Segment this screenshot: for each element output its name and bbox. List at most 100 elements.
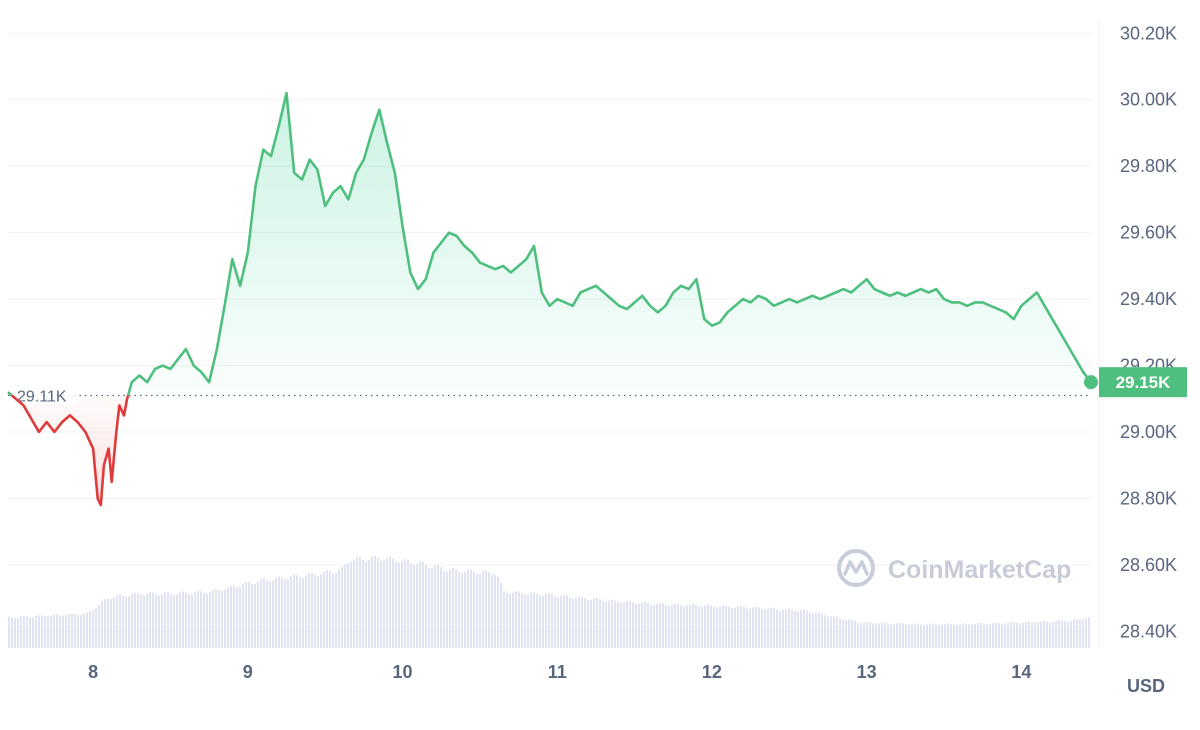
volume-bar: [404, 558, 406, 648]
volume-bar: [1016, 623, 1018, 648]
y-tick-label: 30.20K: [1120, 23, 1177, 43]
volume-bar: [845, 620, 847, 648]
volume-bar: [908, 624, 910, 648]
volume-bar: [638, 603, 640, 648]
volume-bar: [455, 568, 457, 648]
volume-bar: [917, 623, 919, 648]
volume-bar: [431, 567, 433, 648]
volume-bar: [1019, 623, 1021, 648]
volume-bar: [254, 584, 256, 648]
volume-bar: [299, 577, 301, 648]
volume-bar: [953, 624, 955, 648]
volume-bar: [161, 594, 163, 648]
y-tick-label: 29.00K: [1120, 422, 1177, 442]
volume-bar: [875, 623, 877, 648]
volume-bar: [11, 617, 13, 648]
volume-bar: [506, 593, 508, 648]
volume-bar: [323, 571, 325, 648]
volume-bar: [842, 619, 844, 648]
volume-bar: [83, 613, 85, 648]
volume-bar: [743, 607, 745, 648]
volume-bar: [107, 598, 109, 648]
volume-bar: [824, 615, 826, 648]
volume-bar: [959, 624, 961, 648]
volume-bar: [500, 582, 502, 648]
volume-bar: [1028, 621, 1030, 648]
volume-bar: [965, 623, 967, 648]
volume-bar: [1037, 622, 1039, 648]
volume-bar: [56, 614, 58, 648]
volume-bar: [602, 601, 604, 648]
volume-bar: [989, 623, 991, 648]
volume-bar: [704, 605, 706, 648]
volume-bar: [413, 565, 415, 648]
volume-bar: [377, 558, 379, 648]
volume-bar: [767, 608, 769, 648]
volume-bar: [131, 594, 133, 648]
volume-bar: [188, 594, 190, 648]
volume-bar: [1070, 620, 1072, 648]
volume-bar: [791, 609, 793, 648]
y-tick-label: 29.80K: [1120, 156, 1177, 176]
volume-bar: [629, 601, 631, 648]
volume-bar: [776, 609, 778, 648]
volume-bar: [71, 613, 73, 648]
volume-bar: [872, 623, 874, 648]
volume-bar: [590, 600, 592, 648]
volume-bar: [737, 606, 739, 648]
volume-bar: [215, 589, 217, 648]
volume-bar: [365, 561, 367, 648]
volume-bar: [380, 560, 382, 648]
volume-bar: [521, 593, 523, 648]
volume-bar: [116, 595, 118, 648]
volume-bar: [425, 564, 427, 648]
volume-bar: [608, 600, 610, 648]
volume-bar: [662, 603, 664, 648]
volume-bar: [995, 622, 997, 648]
x-tick-label: 8: [88, 662, 98, 682]
volume-bar: [290, 576, 292, 648]
volume-bar: [665, 605, 667, 648]
volume-bar: [320, 574, 322, 648]
volume-bar: [347, 563, 349, 648]
volume-bar: [452, 567, 454, 648]
volume-bar: [509, 594, 511, 648]
volume-bar: [482, 571, 484, 648]
volume-bar: [1034, 622, 1036, 648]
volume-bar: [530, 592, 532, 648]
volume-bar: [935, 624, 937, 648]
x-tick-label: 14: [1011, 662, 1031, 682]
current-price-marker[interactable]: 29.15K: [1084, 367, 1187, 398]
volume-bar: [812, 613, 814, 648]
volume-bars: [8, 555, 1090, 648]
volume-bar: [689, 604, 691, 648]
volume-bar: [809, 612, 811, 648]
volume-bar: [974, 623, 976, 648]
volume-bar: [893, 624, 895, 648]
volume-bar: [272, 580, 274, 648]
volume-bar: [857, 622, 859, 648]
volume-bar: [611, 599, 613, 648]
volume-bar: [167, 592, 169, 648]
volume-bar: [623, 602, 625, 648]
area-below-reference: [11, 395, 129, 506]
volume-bar: [110, 598, 112, 648]
volume-bar: [1079, 619, 1081, 648]
volume-bar: [398, 562, 400, 648]
volume-bar: [740, 605, 742, 648]
volume-bar: [860, 623, 862, 648]
volume-bar: [803, 609, 805, 648]
volume-bar: [944, 623, 946, 648]
volume-bar: [524, 594, 526, 648]
volume-bar: [1088, 617, 1090, 648]
volume-bar: [680, 605, 682, 648]
volume-bar: [866, 622, 868, 648]
currency-label: USD: [1127, 676, 1165, 696]
volume-bar: [1022, 622, 1024, 648]
volume-bar: [710, 605, 712, 648]
volume-bar: [746, 608, 748, 648]
volume-bar: [29, 617, 31, 648]
volume-bar: [212, 589, 214, 648]
volume-bar: [626, 601, 628, 648]
volume-bar: [464, 571, 466, 648]
